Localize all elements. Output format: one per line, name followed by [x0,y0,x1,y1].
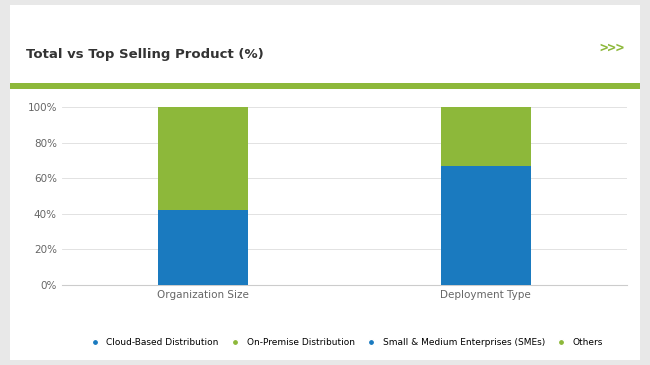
Bar [441,166,531,285]
Bar [158,107,248,210]
Legend: Cloud-Based Distribution, On-Premise Distribution, Small & Medium Enterprises (S: Cloud-Based Distribution, On-Premise Dis… [82,335,607,351]
Text: >>>: >>> [599,41,625,55]
Bar [441,107,531,166]
Bar [158,210,248,285]
Text: Total vs Top Selling Product (%): Total vs Top Selling Product (%) [25,48,263,61]
